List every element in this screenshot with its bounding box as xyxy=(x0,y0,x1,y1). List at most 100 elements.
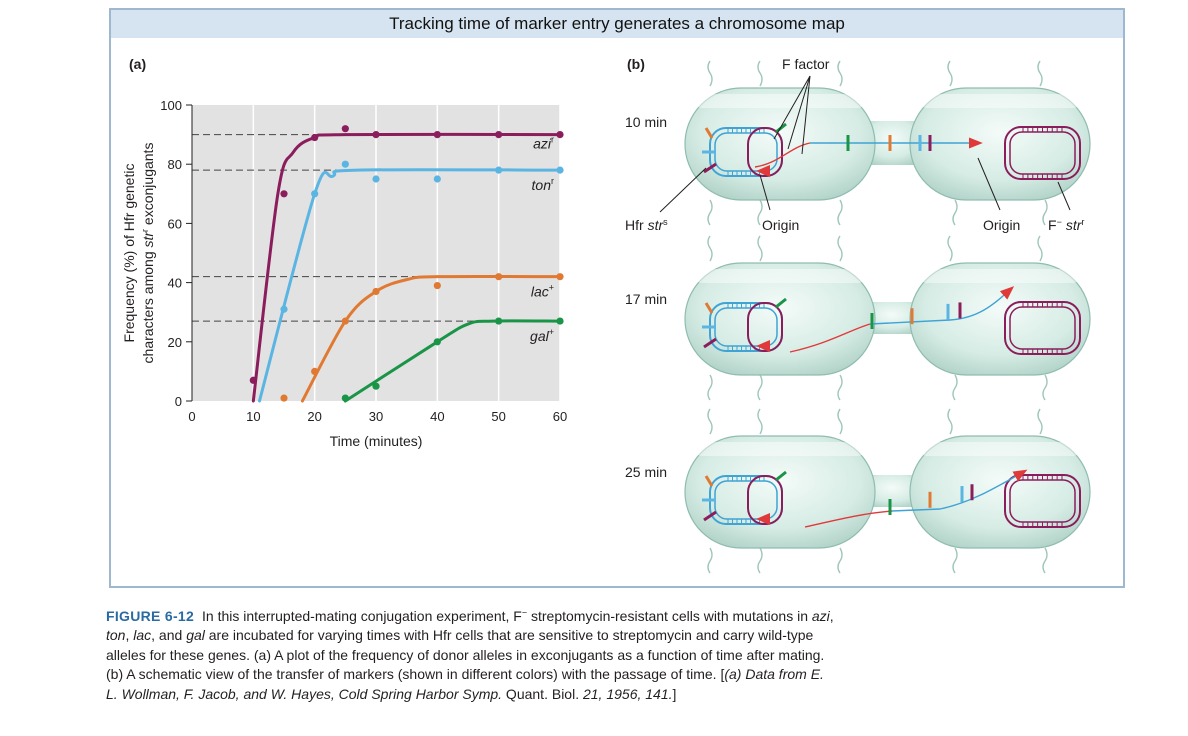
y-axis-label-post: exconjugants xyxy=(140,143,156,229)
data-point-lac xyxy=(311,367,319,375)
hfr-label-text: Hfr xyxy=(625,217,648,233)
data-point-azi xyxy=(341,125,349,133)
panel-b-label: (b) xyxy=(627,56,645,72)
data-point-azi xyxy=(311,133,319,142)
data-point-gal xyxy=(495,317,503,325)
series-label-ton: tonr xyxy=(532,176,554,193)
series-label-gal: gal+ xyxy=(530,327,554,344)
caption-segment: streptomycin-resistant cells with mutati… xyxy=(527,607,812,624)
data-point-ton xyxy=(280,305,288,313)
time-label-17: 17 min xyxy=(625,291,667,307)
caption-segment: azi xyxy=(811,607,830,624)
data-point-ton xyxy=(495,166,503,174)
caption-segment: ] xyxy=(672,685,677,702)
curve-lac xyxy=(300,274,562,403)
data-point-lac xyxy=(433,281,441,290)
data-point-azi xyxy=(280,190,288,198)
data-point-lac xyxy=(280,394,288,402)
series-curves xyxy=(251,132,562,403)
y-tick-label: 80 xyxy=(168,157,182,172)
data-point-ton xyxy=(311,190,319,198)
caption-segment: lac xyxy=(133,627,152,644)
caption-segment: , and xyxy=(151,627,187,644)
x-tick-label: 0 xyxy=(188,409,195,424)
y-tick-label: 60 xyxy=(168,216,182,231)
data-point-gal xyxy=(556,317,564,325)
caption-segment: (a) Data from E. L. Wollman, F. Jacob, a… xyxy=(106,666,824,702)
origin-right: Origin xyxy=(977,157,1020,233)
origin-left: Origin xyxy=(759,174,799,233)
data-point-azi xyxy=(372,131,380,139)
frequency-chart: 0 20 40 60 80 100 0 10 20 30 40 50 60 azir tonr lac+ g… xyxy=(121,98,567,449)
data-point-lac xyxy=(341,317,349,325)
grid-lines xyxy=(252,105,561,401)
x-tick-label: 50 xyxy=(491,409,505,424)
cell-pair-0 xyxy=(684,60,1091,226)
cell-pair-1 xyxy=(684,235,1091,401)
f-minus-label: F− strr xyxy=(1048,181,1084,233)
curve-gal xyxy=(343,319,562,403)
x-tick-label: 40 xyxy=(430,409,444,424)
x-tick-label: 60 xyxy=(553,409,567,424)
data-point-ton xyxy=(433,175,441,183)
caption-segment: , xyxy=(829,607,834,624)
panel-a-label: (a) xyxy=(129,56,147,72)
f-minus-gene-sup: r xyxy=(1081,217,1084,227)
svg-text:Hfr strs: Hfr strs xyxy=(625,217,668,233)
data-point-azi xyxy=(433,131,441,139)
caption-segment: gal xyxy=(186,627,205,644)
caption-body: In this interrupted-mating conjugation e… xyxy=(106,607,834,702)
y-tick-label: 20 xyxy=(168,335,182,350)
caption-segment: 21, 1956, 141. xyxy=(582,685,673,702)
caption-segment: Quant. Biol. xyxy=(502,685,583,702)
cell-pairs xyxy=(684,60,1091,574)
x-ticks: 0 10 20 30 40 50 60 xyxy=(188,409,567,424)
svg-text:F−strr: F− strr xyxy=(1048,217,1084,233)
x-tick-label: 20 xyxy=(307,409,321,424)
x-tick-label: 10 xyxy=(246,409,260,424)
hfr-sup: s xyxy=(663,217,668,227)
caption-segment: In this interrupted-mating conjugation e… xyxy=(198,607,522,624)
f-factor-label: F factor xyxy=(782,56,830,72)
data-point-ton xyxy=(372,175,380,183)
cell-pair-2 xyxy=(684,408,1091,574)
series-labels: azir tonr lac+ gal+ xyxy=(530,135,554,344)
origin-left-label: Origin xyxy=(762,217,799,233)
y-axis-label-gene: str xyxy=(140,231,156,248)
data-point-lac xyxy=(372,287,380,296)
series-label-azi: azir xyxy=(533,135,554,152)
plateau-reference-lines xyxy=(192,134,560,322)
figure-caption: FIGURE 6-12 In this interrupted-mating c… xyxy=(106,603,836,704)
data-point-azi xyxy=(495,131,503,139)
curve-azi xyxy=(251,132,562,403)
origin-right-label: Origin xyxy=(983,217,1020,233)
hfr-label: Hfr strs xyxy=(625,167,707,233)
f-minus-text: F xyxy=(1048,217,1057,233)
y-axis-label-line1: Frequency (%) of Hfr genetic xyxy=(121,164,137,343)
y-axis-label-line2: characters among strr exconjugants xyxy=(140,143,156,364)
caption-segment: are incubated for varying times with Hfr… xyxy=(106,627,825,683)
hfr-gene: str xyxy=(648,217,665,233)
y-tick-label: 40 xyxy=(168,276,182,291)
data-point-ton xyxy=(341,160,349,168)
caption-segment: ton xyxy=(106,627,126,644)
f-minus-gene: str xyxy=(1066,217,1083,233)
caption-segment: − xyxy=(521,607,528,617)
y-tick-label: 0 xyxy=(175,394,182,409)
caption-segment: , xyxy=(125,627,134,644)
y-tick-label: 100 xyxy=(160,98,182,113)
y-axis-label-pre: characters among xyxy=(140,248,156,364)
figure-title: Tracking time of marker entry generates … xyxy=(111,10,1123,38)
time-label-25: 25 min xyxy=(625,464,667,480)
series-label-lac: lac+ xyxy=(531,283,554,300)
f-factor-pointer-lines xyxy=(773,75,811,155)
data-point-lac xyxy=(495,273,503,281)
data-point-ton xyxy=(556,166,564,174)
data-point-azi xyxy=(249,376,257,384)
curve-ton xyxy=(257,168,562,403)
y-axis-label-sup: r xyxy=(140,229,150,232)
data-point-azi xyxy=(556,131,564,139)
f-minus-sup: − xyxy=(1057,217,1062,227)
figure-number: FIGURE 6-12 xyxy=(106,607,195,624)
x-axis-label: Time (minutes) xyxy=(330,433,423,449)
